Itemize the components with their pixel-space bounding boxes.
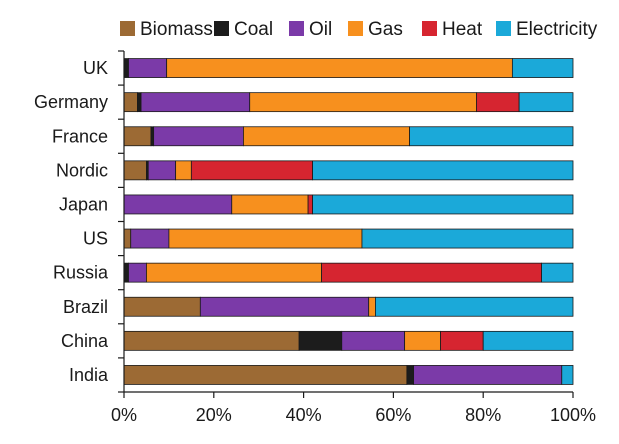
x-tick-label-40: 40% [286,405,322,425]
bar-china-oil [341,330,406,351]
category-label-japan: Japan [59,194,108,214]
bar-uk-gas [166,58,513,78]
bar-russia-heat [321,262,542,283]
bar-france-biomass [123,126,152,147]
bar-russia-coal [123,262,129,283]
bar-india-electricity [561,365,574,385]
bar-us-electricity [361,228,574,249]
legend-label-gas: Gas [368,19,403,40]
legend-label-electricity: Electricity [516,19,598,40]
x-tick-label-0: 0% [111,405,137,425]
legend-swatch-oil [289,21,304,36]
bar-russia-oil [128,262,147,283]
legend: Biomass Coal Oil Gas Heat Electricity [120,19,598,40]
bar-uk-electricity [511,58,574,78]
bar-uk-coal [123,58,129,78]
bar-france-oil [153,126,244,147]
legend-swatch-gas [348,21,363,36]
bar-uk-oil [128,58,168,78]
bar-germany-electricity [518,92,574,113]
category-label-russia: Russia [53,263,109,283]
category-label-germany: Germany [34,92,108,112]
legend-label-coal: Coal [234,19,273,40]
bar-china-biomass [123,330,300,351]
bar-nordic-oil [147,160,177,181]
legend-label-heat: Heat [442,19,483,40]
bar-germany-oil [140,92,251,113]
axes [118,50,574,398]
bar-china-coal [298,330,343,351]
bar-japan-heat [307,194,313,215]
bar-china-electricity [482,330,574,351]
bars [123,58,574,385]
bar-japan-gas [231,194,309,215]
bar-france-coal [150,126,155,147]
bar-germany-coal [137,92,142,113]
category-label-nordic: Nordic [56,160,108,180]
bar-germany-heat [476,92,520,113]
category-label-india: India [69,365,109,385]
x-tick-label-20: 20% [196,405,232,425]
legend-label-biomass: Biomass [140,19,213,40]
x-tick-label-60: 60% [375,405,411,425]
bar-us-oil [130,228,170,249]
category-label-china: China [61,331,109,351]
bar-france-gas [243,126,410,147]
bar-us-biomass [123,228,132,249]
bar-india-oil [413,365,563,385]
bar-india-coal [406,365,415,385]
bar-japan-oil [123,194,233,215]
bar-brazil-oil [199,296,370,317]
bar-india-biomass [123,365,408,385]
category-labels: UK Germany France Nordic Japan US Russia Brazil… [34,58,109,385]
bar-germany-biomass [123,92,138,113]
legend-swatch-biomass [120,21,135,36]
bar-russia-gas [146,262,322,283]
bar-brazil-gas [368,296,376,317]
bar-us-gas [168,228,363,249]
legend-swatch-coal [214,21,229,36]
bar-france-electricity [409,126,574,147]
x-tick-label-80: 80% [465,405,501,425]
bar-japan-electricity [312,194,574,215]
bar-nordic-electricity [312,160,574,181]
legend-swatch-heat [422,21,437,36]
bar-nordic-gas [175,160,192,181]
legend-swatch-electricity [496,21,511,36]
bar-brazil-electricity [375,296,574,317]
category-label-uk: UK [83,58,108,78]
category-label-brazil: Brazil [63,297,108,317]
x-tick-labels: 0% 20% 40% 60% 80% 100% [111,405,596,425]
category-label-france: France [52,126,108,146]
bar-russia-electricity [541,262,574,283]
bar-china-heat [440,330,484,351]
x-tick-label-100: 100% [550,405,596,425]
legend-label-oil: Oil [309,19,332,40]
bar-nordic-heat [190,160,313,181]
bar-brazil-biomass [123,296,201,317]
bar-nordic-biomass [123,160,147,181]
bar-germany-gas [249,92,477,113]
bar-china-gas [404,330,441,351]
category-label-us: US [83,229,108,249]
